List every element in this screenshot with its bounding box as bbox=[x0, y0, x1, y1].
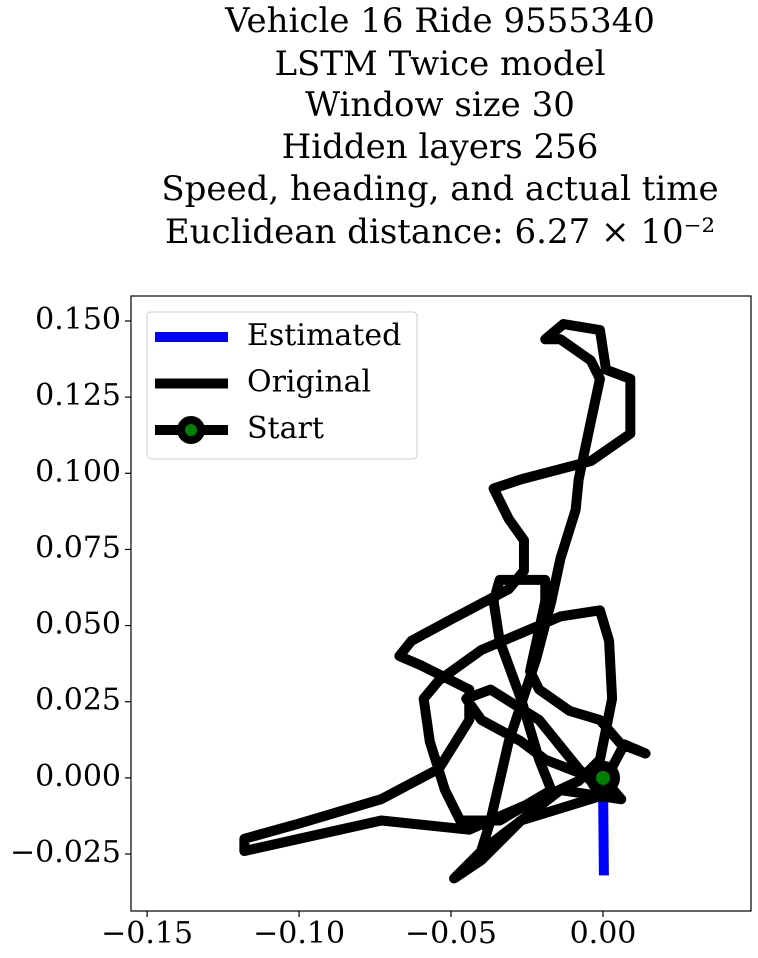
y-tick-label: 0.050 bbox=[35, 607, 121, 642]
y-tick-label: 0.125 bbox=[35, 378, 121, 413]
chart-title: Vehicle 16 Ride 9555340 bbox=[224, 1, 655, 41]
chart-title: Window size 30 bbox=[305, 85, 575, 125]
x-tick-label: −0.10 bbox=[253, 916, 345, 951]
legend-marker bbox=[177, 416, 205, 444]
legend-label: Original bbox=[247, 365, 371, 400]
chart-title: Euclidean distance: 6.27 × 10⁻² bbox=[165, 212, 715, 252]
chart-title: LSTM Twice model bbox=[274, 44, 605, 84]
plot-area bbox=[239, 319, 651, 884]
y-tick-label: 0.000 bbox=[35, 759, 121, 794]
x-tick-label: 0.00 bbox=[570, 916, 637, 951]
legend-label: Start bbox=[247, 411, 324, 446]
chart-title: Speed, heading, and actual time bbox=[161, 169, 718, 209]
y-tick-label: 0.025 bbox=[35, 683, 121, 718]
y-tick-label: 0.150 bbox=[35, 302, 121, 337]
x-tick-label: −0.15 bbox=[101, 916, 193, 951]
x-tick-label: −0.05 bbox=[405, 916, 497, 951]
y-tick-label: 0.100 bbox=[35, 454, 121, 489]
start-marker bbox=[585, 760, 620, 795]
chart-title: Hidden layers 256 bbox=[282, 127, 599, 167]
y-tick-label: 0.075 bbox=[35, 530, 121, 565]
axes-frame bbox=[130, 295, 752, 912]
legend-box bbox=[146, 311, 418, 460]
legend-label: Estimated bbox=[247, 318, 401, 353]
y-tick-label: −0.025 bbox=[10, 835, 121, 870]
series-line bbox=[239, 319, 651, 884]
legend: Estimated Original Start bbox=[146, 311, 418, 460]
